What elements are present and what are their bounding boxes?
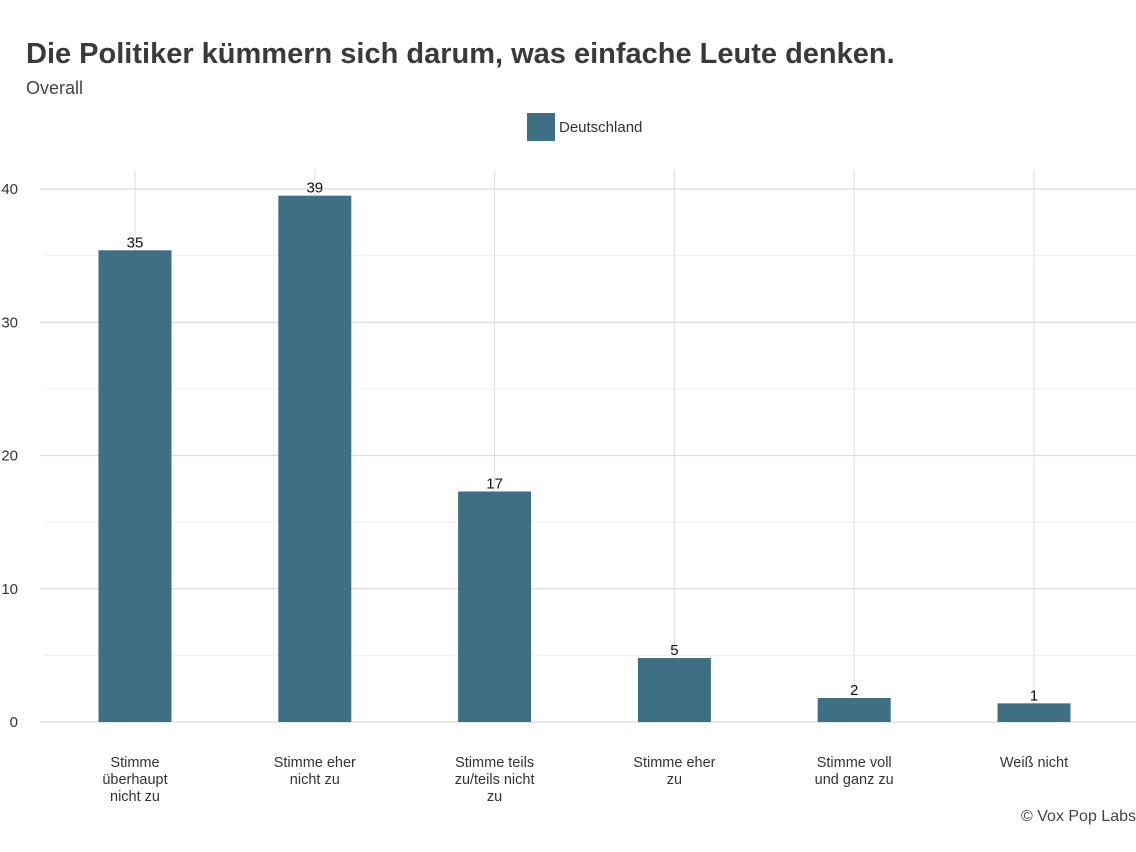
- bar: [278, 195, 352, 723]
- bar-value-label: 17: [486, 475, 503, 492]
- x-tick-label: Weiß nicht: [999, 755, 1069, 771]
- y-tick-label: 20: [1, 448, 18, 465]
- y-tick-label: 30: [1, 314, 18, 331]
- bar-value-label: 2: [850, 682, 858, 699]
- x-tick-label: Stimme eher nicht zu: [273, 755, 356, 788]
- legend-swatch: [527, 113, 555, 141]
- bar: [637, 658, 711, 722]
- x-tick-label: Stimme teils zu/teils nicht zu: [454, 755, 535, 805]
- bar: [458, 491, 532, 722]
- bar-value-label: 5: [670, 642, 678, 659]
- y-tick-label: 40: [1, 181, 18, 198]
- legend: Deutschland: [527, 113, 642, 141]
- bar: [817, 698, 891, 722]
- legend-label: Deutschland: [559, 118, 643, 136]
- bar: [98, 250, 172, 723]
- x-tick-label: Stimme eher zu: [633, 755, 716, 788]
- x-tick-label: Stimme überhaupt nicht zu: [102, 755, 168, 805]
- credit-text: © Vox Pop Labs: [1021, 808, 1136, 825]
- y-tick-label: 10: [1, 581, 18, 598]
- bar-value-label: 1: [1030, 687, 1038, 704]
- bar: [997, 703, 1071, 722]
- y-tick-label: 0: [10, 714, 18, 731]
- x-tick-label: Stimme voll und ganz zu: [814, 755, 894, 788]
- bar-value-label: 39: [306, 180, 323, 197]
- chart-subtitle: Overall: [26, 78, 84, 98]
- chart-title: Die Politiker kümmern sich darum, was ei…: [26, 38, 895, 70]
- bar-value-label: 35: [127, 234, 144, 251]
